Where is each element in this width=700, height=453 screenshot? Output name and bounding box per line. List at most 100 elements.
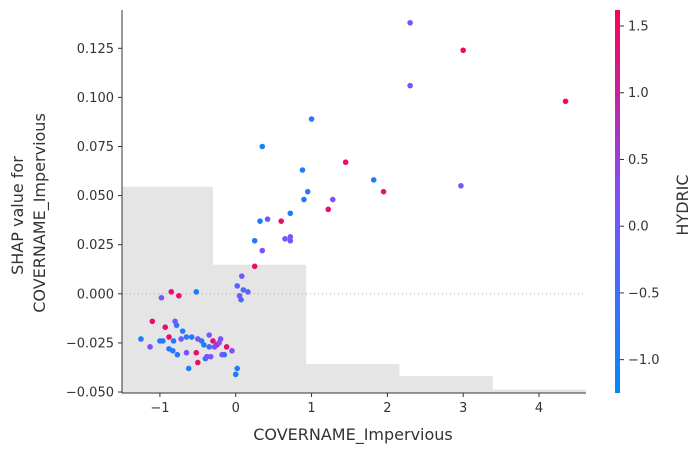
data-point xyxy=(206,344,212,350)
data-point xyxy=(221,351,228,358)
y-tick-label: 0.125 xyxy=(77,42,114,57)
data-point xyxy=(207,353,214,360)
data-point xyxy=(264,216,271,222)
data-point xyxy=(147,344,153,350)
data-point xyxy=(183,349,190,356)
data-point xyxy=(304,188,311,195)
y-axis-label: SHAP value for COVERNAME_Impervious xyxy=(8,113,50,313)
x-axis-label: COVERNAME_Impervious xyxy=(253,425,453,445)
data-point xyxy=(160,338,166,344)
scatter-points xyxy=(138,19,569,378)
x-tick-label: 0 xyxy=(232,401,240,416)
data-point xyxy=(407,19,413,26)
data-point xyxy=(210,338,216,344)
data-point xyxy=(179,328,186,334)
data-point xyxy=(185,365,192,372)
data-point xyxy=(223,344,230,350)
colorbar-tick-label: −0.5 xyxy=(628,286,660,301)
data-point xyxy=(287,210,294,217)
data-point xyxy=(301,196,307,203)
data-point xyxy=(380,188,387,195)
data-point xyxy=(287,237,294,244)
colorbar-label: HYDRIC xyxy=(673,174,692,235)
data-point xyxy=(240,287,247,293)
y-axis-label-line-2: COVERNAME_Impervious xyxy=(30,113,50,313)
x-tick-label: 3 xyxy=(459,401,467,416)
histogram-bin xyxy=(492,389,586,393)
y-tick-label: 0.075 xyxy=(77,140,114,155)
data-point xyxy=(168,289,175,295)
data-point xyxy=(370,177,377,183)
data-point xyxy=(234,365,241,372)
data-point xyxy=(407,82,413,89)
data-point xyxy=(173,322,180,329)
data-point xyxy=(206,332,212,338)
colorbar: −1.0 −0.5 0.0 0.5 1.0 1.5 HYDRIC xyxy=(615,10,692,393)
data-point xyxy=(158,294,165,301)
data-point xyxy=(342,159,349,166)
x-tick-label: 2 xyxy=(383,401,391,416)
colorbar-tick-label: 1.0 xyxy=(628,86,649,101)
y-axis-label-line-1: SHAP value for xyxy=(8,156,27,275)
data-point xyxy=(170,338,177,344)
x-tick-label: −1 xyxy=(150,401,169,416)
data-point xyxy=(282,236,288,242)
data-point xyxy=(251,237,258,244)
colorbar-tick-label: 0.5 xyxy=(628,153,649,168)
data-point xyxy=(166,334,172,340)
data-point xyxy=(138,336,144,342)
data-point xyxy=(232,371,239,378)
data-point xyxy=(287,234,294,240)
data-point xyxy=(329,196,336,203)
data-point xyxy=(245,289,251,295)
histogram-bin xyxy=(399,375,493,393)
data-point xyxy=(325,206,332,213)
data-point xyxy=(278,218,285,224)
histogram-bin xyxy=(212,264,307,393)
data-point xyxy=(178,336,184,342)
data-point xyxy=(211,344,218,350)
y-tick-label: 0.025 xyxy=(77,238,114,253)
colorbar-tick-label: −1.0 xyxy=(628,353,660,368)
data-point xyxy=(162,324,169,331)
colorbar-gradient xyxy=(615,10,620,393)
data-point xyxy=(257,218,263,224)
data-point xyxy=(216,340,222,346)
data-point xyxy=(234,283,241,289)
data-point xyxy=(251,263,258,270)
y-tick-label: 0.050 xyxy=(77,189,114,204)
data-point xyxy=(201,342,207,348)
data-point xyxy=(183,334,190,340)
colorbar-tick-label: 1.5 xyxy=(628,20,649,35)
data-point xyxy=(259,247,266,254)
x-tick-label: 4 xyxy=(535,401,543,416)
data-point xyxy=(193,289,200,295)
data-point xyxy=(169,347,176,354)
y-tick-label: −0.050 xyxy=(66,386,114,401)
colorbar-ticks: −1.0 −0.5 0.0 0.5 1.0 1.5 xyxy=(620,20,660,368)
x-tick-label: 1 xyxy=(307,401,315,416)
data-point xyxy=(460,47,466,54)
y-tick-label: 0.000 xyxy=(77,287,114,302)
data-point xyxy=(229,347,235,354)
y-axis-ticks: −0.050 −0.025 0.000 0.025 0.050 0.075 0.100 0.1… xyxy=(66,42,122,401)
data-point xyxy=(149,318,156,325)
colorbar-tick-label: 0.0 xyxy=(628,220,649,235)
histogram-background xyxy=(122,186,586,393)
data-point xyxy=(193,349,200,356)
data-point xyxy=(188,334,195,340)
data-point xyxy=(308,116,315,122)
y-tick-label: 0.100 xyxy=(77,91,114,106)
data-point xyxy=(238,296,244,303)
histogram-bin xyxy=(306,364,400,393)
data-point xyxy=(562,98,569,105)
data-point xyxy=(299,167,306,173)
data-point xyxy=(259,143,266,150)
data-point xyxy=(458,182,464,189)
x-axis-ticks: −1 0 1 2 3 4 xyxy=(150,393,543,416)
data-point xyxy=(238,273,245,279)
data-point xyxy=(174,351,181,358)
y-tick-label: −0.025 xyxy=(66,336,114,351)
data-point xyxy=(195,359,201,366)
